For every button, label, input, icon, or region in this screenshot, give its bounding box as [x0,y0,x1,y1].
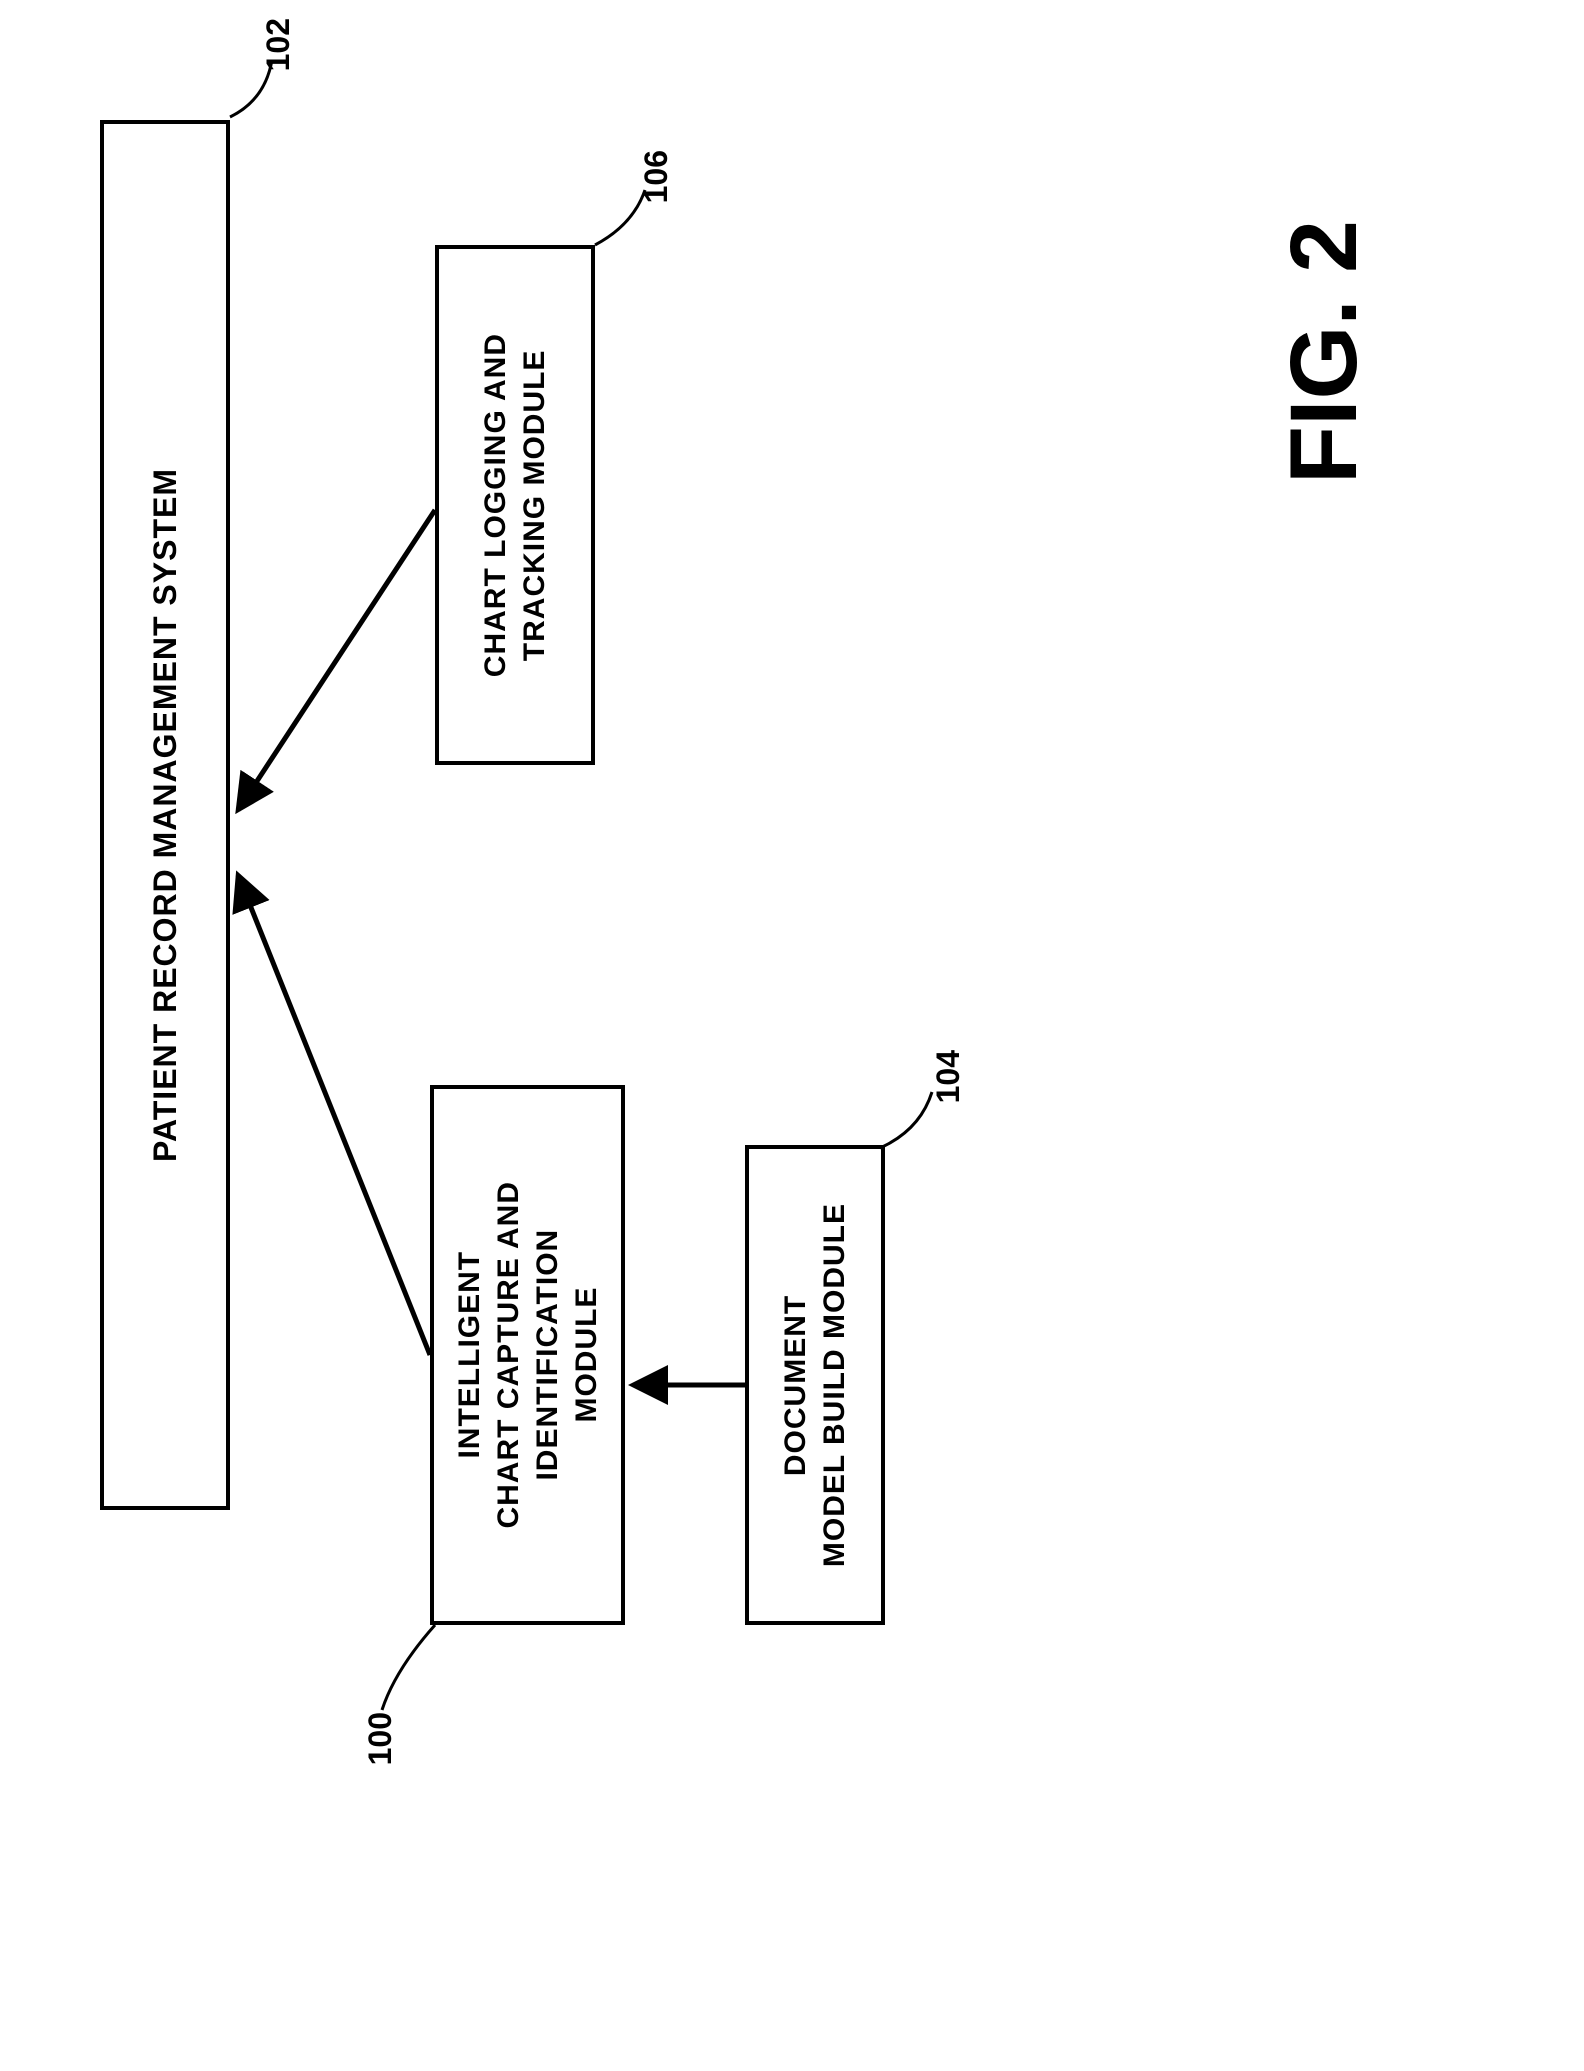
edge-intelligent-system [238,875,430,1355]
box-tracking-label: CHART LOGGING AND TRACKING MODULE [476,333,554,677]
box-intelligent-label: INTELLIGENT CHART CAPTURE AND IDENTIFICA… [450,1181,606,1529]
callout-100 [382,1625,435,1710]
callout-104 [880,1092,932,1148]
box-document: DOCUMENT MODEL BUILD MODULE [745,1145,885,1625]
box-intelligent: INTELLIGENT CHART CAPTURE AND IDENTIFICA… [430,1085,625,1625]
diagram-container: PATIENT RECORD MANAGEMENT SYSTEM INTELLI… [0,0,1584,2071]
box-tracking: CHART LOGGING AND TRACKING MODULE [435,245,595,765]
ref-102: 102 [260,18,297,71]
box-system-label: PATIENT RECORD MANAGEMENT SYSTEM [147,468,184,1162]
ref-104: 104 [930,1050,967,1103]
figure-label: FIG. 2 [1270,220,1379,484]
box-system: PATIENT RECORD MANAGEMENT SYSTEM [100,120,230,1510]
ref-100: 100 [362,1712,399,1765]
edge-tracking-system [238,510,435,810]
box-document-label: DOCUMENT MODEL BUILD MODULE [776,1203,854,1567]
ref-106: 106 [638,150,675,203]
